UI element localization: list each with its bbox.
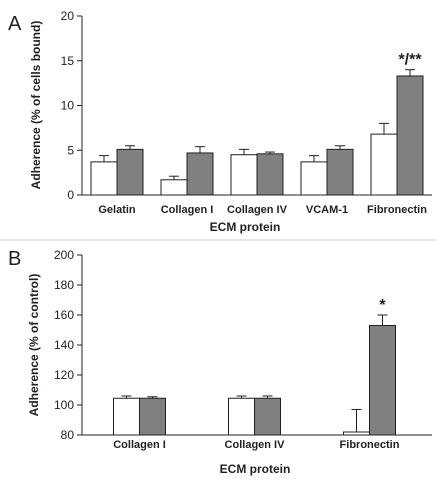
category-label: Gelatin: [98, 204, 136, 216]
panel-a-letter: A: [8, 13, 22, 35]
y-tick-label: 5: [67, 143, 74, 157]
bar: [160, 179, 188, 196]
y-tick-label: 200: [54, 248, 74, 262]
y-tick-label: 160: [54, 308, 74, 322]
bar: [256, 153, 284, 196]
panel-b-ylabel: Adherence (% of control): [27, 274, 41, 417]
category-label: Collagen I: [161, 204, 214, 216]
category-label: Fibronectin: [340, 439, 400, 451]
y-tick-label: 10: [61, 99, 75, 113]
category-label: Collagen IV: [227, 204, 288, 216]
bar: [230, 154, 258, 196]
bar: [116, 148, 144, 196]
y-tick-label: 20: [61, 9, 75, 23]
y-tick-label: 120: [54, 368, 74, 382]
bar: [326, 148, 354, 196]
y-tick-label: 100: [54, 398, 74, 412]
bar: [113, 397, 140, 436]
bar: [369, 325, 396, 436]
bar: [139, 397, 166, 436]
bar: [186, 152, 214, 196]
bar: [396, 75, 424, 196]
significance-label: */**: [398, 52, 422, 69]
panel-a-chart: A Adherence (% of cells bound) ECM prote…: [8, 9, 432, 234]
category-label: VCAM-1: [306, 204, 348, 216]
significance-label: *: [379, 297, 386, 314]
category-label: Collagen IV: [225, 439, 286, 451]
bar: [90, 161, 118, 196]
category-label: Fibronectin: [367, 204, 427, 216]
bar: [370, 133, 398, 196]
bar: [300, 161, 328, 196]
y-tick-label: 180: [54, 278, 74, 292]
bar: [343, 431, 370, 436]
y-tick-label: 80: [61, 428, 75, 442]
panel-b-chart: B Adherence (% of control) ECM protein 8…: [8, 248, 432, 476]
bar: [254, 397, 281, 436]
category-label: Collagen I: [113, 439, 166, 451]
panel-b-xlabel: ECM protein: [220, 462, 291, 476]
panel-b-letter: B: [8, 248, 21, 270]
y-tick-label: 140: [54, 338, 74, 352]
y-tick-label: 15: [61, 54, 75, 68]
y-tick-label: 0: [67, 188, 74, 202]
panel-a-ylabel: Adherence (% of cells bound): [29, 21, 43, 190]
panel-a-xlabel: ECM protein: [210, 220, 281, 234]
bar: [228, 397, 255, 436]
